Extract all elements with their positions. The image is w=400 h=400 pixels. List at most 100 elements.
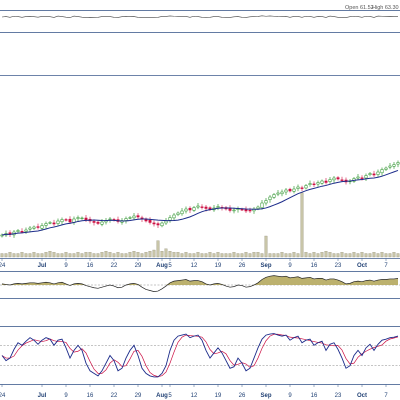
x-tick-label: Aug bbox=[156, 393, 168, 399]
candle bbox=[60, 217, 64, 225]
volume-bar bbox=[0, 253, 4, 258]
candle bbox=[116, 216, 120, 224]
candle-body bbox=[260, 202, 264, 209]
volume-bar bbox=[376, 253, 380, 258]
candle bbox=[372, 170, 376, 177]
volume-bar bbox=[12, 253, 16, 258]
candle bbox=[160, 221, 164, 228]
candle-body bbox=[52, 222, 56, 225]
candle-body bbox=[44, 223, 48, 226]
candle bbox=[308, 180, 312, 187]
candle bbox=[300, 185, 304, 191]
volume-bar bbox=[184, 252, 188, 258]
x-tick-label: 16 bbox=[311, 263, 318, 269]
candle-body bbox=[84, 217, 88, 221]
candle-body bbox=[264, 200, 268, 204]
candle bbox=[276, 190, 280, 197]
candle bbox=[72, 216, 76, 225]
volume-bar bbox=[300, 192, 304, 258]
volume-bar bbox=[212, 253, 216, 258]
volume-bar bbox=[112, 253, 116, 258]
volume-bar bbox=[332, 253, 336, 258]
candle-body bbox=[176, 212, 180, 215]
volume-bar bbox=[340, 252, 344, 258]
candle bbox=[316, 180, 320, 188]
candle-body bbox=[248, 209, 252, 212]
volume-bar bbox=[244, 252, 248, 258]
candle bbox=[200, 204, 204, 210]
volume-bar bbox=[72, 253, 76, 258]
volume-bar bbox=[92, 253, 96, 258]
candle-body bbox=[40, 225, 44, 229]
candle bbox=[0, 233, 4, 238]
header-ohlc: Open 61.52 High 63.30 bbox=[345, 5, 399, 11]
volume-bar bbox=[136, 252, 140, 258]
candle bbox=[368, 172, 372, 177]
candle-body bbox=[68, 218, 72, 223]
candle-body bbox=[300, 187, 304, 189]
volume-bar bbox=[96, 253, 100, 258]
x-tick-label: 16 bbox=[87, 263, 94, 269]
candle bbox=[192, 206, 196, 212]
candle bbox=[152, 220, 156, 227]
x-tick-label: 24 bbox=[0, 393, 6, 399]
top-indicator-panel bbox=[0, 10, 400, 33]
candle bbox=[36, 223, 40, 230]
candle bbox=[292, 186, 296, 194]
candle bbox=[28, 226, 32, 233]
volume-bar bbox=[140, 253, 144, 258]
x-tick-label: 19 bbox=[215, 263, 222, 269]
candle-body bbox=[272, 194, 276, 198]
candle bbox=[284, 188, 288, 195]
candle bbox=[196, 203, 200, 210]
x-tick-label: 16 bbox=[311, 393, 318, 399]
candle bbox=[24, 227, 28, 234]
x-tick-label: 23 bbox=[335, 393, 342, 399]
volume-bar bbox=[4, 253, 8, 258]
x-tick-label: 19 bbox=[215, 393, 222, 399]
volume-bar bbox=[364, 253, 368, 258]
volume-bar bbox=[368, 253, 372, 258]
x-tick-label: 5 bbox=[168, 393, 172, 399]
top-indicator-line bbox=[1, 15, 399, 18]
volume-bar bbox=[148, 251, 152, 258]
candle bbox=[180, 208, 184, 216]
candle bbox=[244, 206, 248, 213]
volume-bar bbox=[292, 252, 296, 258]
candle-body bbox=[164, 220, 168, 224]
candle bbox=[356, 174, 360, 181]
candle-body bbox=[132, 215, 136, 219]
volume-bar bbox=[236, 253, 240, 258]
candle-body bbox=[80, 217, 84, 220]
candle bbox=[248, 207, 252, 213]
volume-bar bbox=[344, 253, 348, 258]
candle-body bbox=[288, 188, 292, 192]
candle bbox=[76, 215, 80, 222]
candle bbox=[264, 198, 268, 206]
volume-bar bbox=[176, 252, 180, 258]
candle bbox=[376, 169, 380, 178]
candle bbox=[168, 215, 172, 223]
candle bbox=[64, 218, 68, 222]
volume-bar bbox=[276, 253, 280, 258]
candle-body bbox=[180, 210, 184, 215]
candle-body bbox=[368, 173, 372, 175]
candle bbox=[324, 178, 328, 185]
x-tick-label: Oct bbox=[357, 263, 367, 269]
volume-bar bbox=[232, 252, 236, 258]
x-axis-price: 24 Jul 9 16 22 29 Aug 5 12 19 26 Sep 9 16 23 Oct 7 bbox=[0, 258, 388, 269]
x-tick-label: 9 bbox=[288, 263, 292, 269]
candle bbox=[236, 206, 240, 213]
volume-bar bbox=[52, 252, 56, 258]
x-tick-label: Sep bbox=[260, 393, 271, 399]
candle-body bbox=[360, 177, 364, 179]
candle-body bbox=[92, 221, 96, 223]
volume-bar bbox=[20, 252, 24, 258]
volume-bar bbox=[192, 253, 196, 258]
volume-bar bbox=[88, 252, 92, 258]
candle-body bbox=[356, 176, 360, 179]
candle-body bbox=[196, 205, 200, 208]
candle bbox=[80, 216, 84, 220]
candle-body bbox=[216, 206, 220, 208]
candle-body bbox=[124, 218, 128, 221]
